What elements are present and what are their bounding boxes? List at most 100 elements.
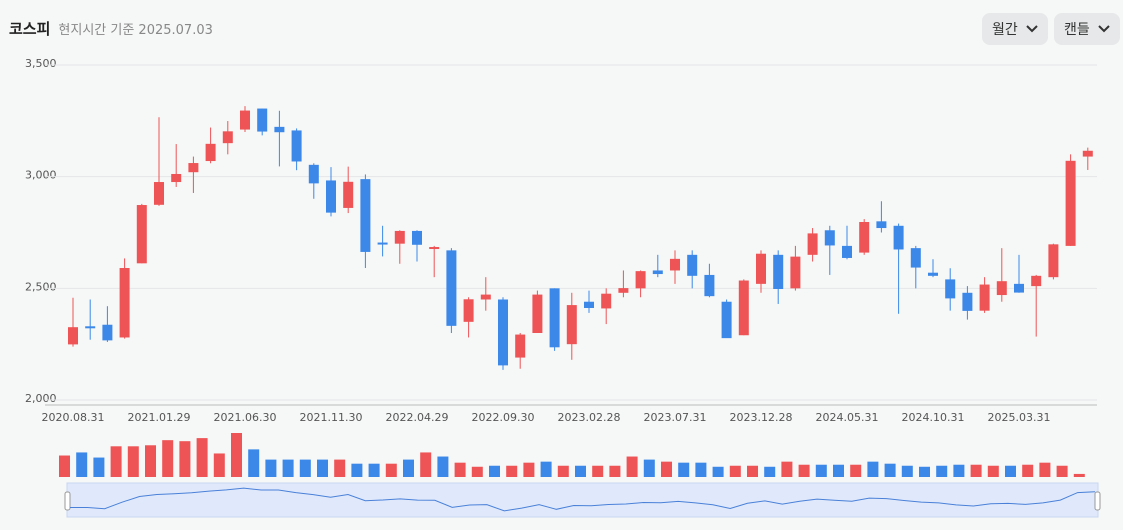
volume-bar: [1056, 465, 1068, 477]
kind-dropdown[interactable]: 캔들: [1054, 13, 1120, 45]
x-tick-label: 2023.12.28: [730, 411, 793, 424]
x-tick-label: 2023.02.28: [558, 411, 621, 424]
navigator[interactable]: [66, 482, 1099, 518]
x-tick-label: 2022.09.30: [472, 411, 535, 424]
navigator-handle[interactable]: [64, 491, 71, 511]
volume-bar: [162, 440, 174, 477]
volume-bar: [764, 466, 776, 477]
period-label: 월간: [992, 22, 1018, 38]
volume-bar: [110, 446, 122, 477]
volume-bar: [282, 459, 294, 477]
volume-bar: [454, 462, 466, 477]
candle-body: [549, 288, 560, 348]
volume-bar: [1005, 465, 1016, 477]
candle-body: [962, 292, 973, 311]
volume-bar: [471, 466, 483, 477]
candle-body: [670, 258, 680, 271]
volume-bar: [661, 461, 672, 477]
volume-bar: [678, 462, 690, 477]
candle-body: [1082, 150, 1093, 157]
volume-bar: [437, 456, 449, 477]
candle-body: [274, 126, 285, 133]
candle-body: [979, 284, 990, 311]
volume-bar: [729, 465, 741, 477]
period-dropdown[interactable]: 월간: [982, 13, 1048, 45]
volume-bar: [1073, 473, 1085, 477]
volume-bar: [1039, 462, 1051, 477]
candle-body: [1048, 244, 1059, 278]
volume-bar: [833, 464, 844, 477]
volume-bar: [265, 459, 277, 477]
x-tick-label: 2025.03.31: [988, 411, 1051, 424]
candle-body: [326, 180, 336, 213]
volume-bar: [936, 465, 948, 477]
volume-bar: [867, 461, 879, 477]
candle-body: [893, 225, 904, 250]
volume-bar: [953, 464, 965, 477]
volume-bar: [919, 466, 930, 477]
header: 코스피 현지시간 기준 2025.07.03: [9, 18, 213, 39]
candle-body: [102, 324, 113, 341]
candle-body: [498, 299, 508, 366]
candle-body: [515, 334, 526, 358]
candle-body: [291, 130, 302, 162]
volume-bar: [299, 459, 311, 477]
volume-bar: [747, 465, 758, 477]
candle-body: [756, 253, 766, 284]
volume-bar: [93, 457, 105, 477]
volume-bar: [523, 462, 535, 477]
candle-body: [257, 108, 268, 132]
volume-bar: [368, 463, 380, 477]
volume-bar: [798, 464, 810, 477]
volume-bar: [489, 465, 500, 477]
volume-bar: [59, 455, 70, 477]
candle-body: [429, 247, 440, 250]
candle-body: [842, 245, 852, 258]
volume-bar: [850, 464, 862, 477]
candle-body: [635, 271, 646, 289]
y-tick-label: 2,500: [25, 280, 57, 293]
volume-bar: [609, 465, 621, 477]
candle-body: [996, 281, 1007, 296]
y-tick-label: 2,000: [25, 392, 57, 405]
volume-bar: [575, 465, 586, 477]
candle-body: [85, 326, 96, 329]
volume-bar: [557, 465, 569, 477]
volume-bar: [626, 456, 638, 477]
candle-body: [377, 242, 388, 245]
volume-bar: [592, 465, 604, 477]
candle-body: [222, 131, 233, 144]
x-tick-label: 2020.08.31: [42, 411, 105, 424]
x-tick-label: 2021.06.30: [214, 411, 277, 424]
candle-body: [394, 230, 405, 244]
volume-bar: [351, 463, 363, 477]
candle-body: [446, 250, 457, 326]
volume-bar: [815, 464, 827, 477]
candle-body: [119, 268, 130, 338]
navigator-line: [70, 487, 1096, 512]
candle-body: [601, 293, 612, 309]
volume-bar: [248, 449, 260, 477]
kind-label: 캔들: [1064, 22, 1090, 38]
candle-body: [360, 179, 371, 252]
candle-body: [618, 288, 629, 293]
y-tick-label: 3,000: [25, 169, 57, 182]
volume-bar: [76, 452, 88, 477]
candle-body: [480, 294, 491, 300]
volume-bar: [179, 441, 191, 477]
candle-body: [945, 279, 956, 299]
volume-bar: [213, 453, 225, 477]
candle-body: [343, 181, 354, 208]
title: 코스피: [9, 20, 51, 38]
volume-bar: [1022, 464, 1034, 477]
volume-bar: [231, 433, 242, 477]
candle-body: [412, 230, 422, 245]
navigator-handle[interactable]: [1094, 491, 1101, 511]
candle-body: [463, 299, 474, 322]
chevron: [1026, 25, 1038, 33]
volume-bar: [145, 445, 156, 477]
candle-body: [171, 173, 182, 183]
candle-body: [773, 254, 784, 290]
